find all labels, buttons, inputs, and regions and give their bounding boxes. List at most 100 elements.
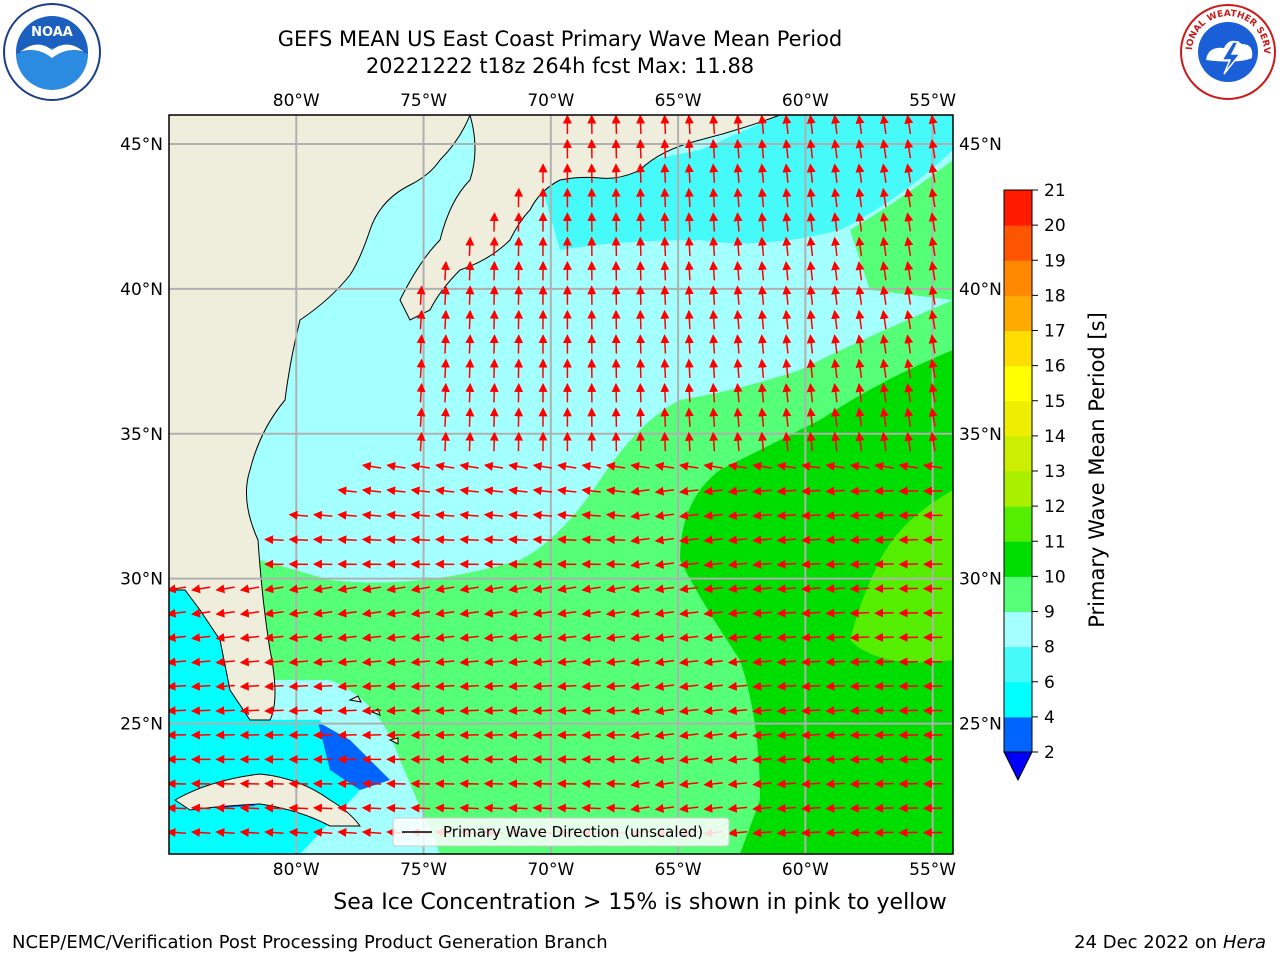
wave-direction-arrow bbox=[440, 260, 450, 281]
wave-direction-arrow bbox=[904, 358, 914, 379]
wave-direction-arrow bbox=[727, 828, 748, 838]
wave-direction-arrow bbox=[849, 461, 870, 471]
wave-direction-arrow bbox=[776, 803, 797, 813]
wave-direction-arrow bbox=[440, 334, 450, 354]
colorbar-tick-label: 8 bbox=[1044, 638, 1055, 658]
wave-direction-arrow bbox=[684, 138, 694, 159]
wave-direction-arrow bbox=[361, 608, 382, 618]
wave-direction-arrow bbox=[727, 608, 748, 618]
wave-direction-arrow bbox=[532, 486, 553, 496]
wave-direction-arrow bbox=[904, 261, 914, 281]
wave-direction-arrow bbox=[636, 407, 646, 427]
lat-tick-label-left: 30°N bbox=[120, 570, 163, 590]
wave-direction-arrow bbox=[752, 706, 772, 716]
wave-direction-arrow bbox=[849, 681, 870, 691]
wave-direction-arrow bbox=[440, 382, 450, 403]
wave-direction-arrow bbox=[532, 608, 553, 618]
wave-direction-arrow bbox=[654, 535, 675, 545]
wave-direction-arrow bbox=[215, 706, 235, 716]
wave-direction-arrow bbox=[337, 657, 357, 667]
wave-direction-arrow bbox=[483, 608, 504, 618]
wave-direction-arrow bbox=[654, 584, 675, 594]
wave-direction-arrow bbox=[879, 309, 889, 330]
wave-direction-arrow bbox=[733, 407, 743, 427]
wave-direction-arrow bbox=[435, 584, 455, 594]
wave-direction-arrow bbox=[806, 260, 816, 281]
wave-direction-arrow bbox=[776, 828, 797, 838]
wave-direction-arrow bbox=[879, 139, 889, 159]
wave-direction-arrow bbox=[757, 138, 767, 159]
wave-direction-arrow bbox=[386, 608, 406, 618]
colorbar-segment bbox=[1004, 435, 1032, 472]
wave-direction-arrow bbox=[703, 779, 723, 789]
wave-direction-arrow bbox=[630, 779, 650, 789]
wave-direction-arrow bbox=[733, 285, 743, 305]
wave-direction-arrow bbox=[855, 236, 865, 257]
wave-direction-arrow bbox=[660, 212, 670, 232]
wave-direction-arrow bbox=[904, 383, 914, 403]
wave-direction-arrow bbox=[654, 633, 675, 643]
wave-direction-arrow bbox=[879, 358, 889, 379]
wave-direction-arrow bbox=[465, 431, 475, 452]
wave-direction-arrow bbox=[239, 633, 260, 643]
wave-direction-arrow bbox=[169, 633, 187, 643]
wave-direction-arrow bbox=[386, 461, 406, 471]
wave-direction-arrow bbox=[636, 260, 646, 281]
wave-direction-arrow bbox=[508, 657, 528, 667]
wave-direction-arrow bbox=[169, 706, 187, 716]
wave-direction-arrow bbox=[483, 681, 504, 691]
wave-direction-arrow bbox=[654, 461, 675, 471]
wave-direction-arrow bbox=[879, 115, 889, 135]
wave-direction-arrow bbox=[508, 681, 528, 691]
wave-direction-arrow bbox=[410, 461, 431, 471]
wave-direction-arrow bbox=[874, 706, 894, 716]
wave-direction-arrow bbox=[630, 657, 650, 667]
wave-direction-arrow bbox=[288, 803, 309, 813]
colorbar: 2 4 6 8 9 10 11 12 13 14 15 16 17 18 19 20 21 bbox=[1003, 181, 1066, 782]
wave-direction-arrow bbox=[757, 115, 767, 135]
wave-direction-arrow bbox=[410, 608, 431, 618]
wave-direction-arrow bbox=[825, 535, 845, 545]
wave-direction-arrow bbox=[660, 334, 670, 354]
wave-direction-arrow bbox=[636, 285, 646, 305]
wave-direction-arrow bbox=[849, 706, 870, 716]
wave-direction-arrow bbox=[825, 510, 845, 520]
sea-ice-note: Sea Ice Concentration > 15% is shown in … bbox=[333, 890, 947, 915]
wave-direction-arrow bbox=[806, 431, 816, 452]
colorbar-tick-label: 4 bbox=[1044, 708, 1055, 728]
wave-direction-arrow bbox=[264, 633, 284, 643]
wave-direction-arrow bbox=[386, 657, 406, 667]
wave-direction-arrow bbox=[636, 163, 646, 183]
wave-direction-arrow bbox=[874, 681, 894, 691]
wave-direction-arrow bbox=[752, 486, 772, 496]
wave-direction-arrow bbox=[874, 779, 894, 789]
wave-direction-arrow bbox=[636, 309, 646, 330]
wave-direction-arrow bbox=[874, 657, 894, 667]
wave-direction-arrow bbox=[239, 584, 260, 594]
wave-direction-arrow bbox=[923, 461, 943, 471]
wave-direction-arrow bbox=[855, 334, 865, 354]
wave-direction-arrow bbox=[733, 260, 743, 281]
wave-direction-arrow bbox=[678, 803, 699, 813]
wave-direction-arrow bbox=[581, 633, 601, 643]
wave-direction-arrow bbox=[874, 461, 894, 471]
wave-direction-arrow bbox=[605, 681, 626, 691]
wave-direction-arrow bbox=[831, 236, 841, 257]
wave-direction-arrow bbox=[684, 187, 694, 208]
wave-direction-arrow bbox=[684, 115, 694, 135]
wave-direction-arrow bbox=[782, 285, 792, 305]
wave-direction-arrow bbox=[928, 163, 938, 183]
wave-direction-arrow bbox=[825, 461, 845, 471]
wave-direction-arrow bbox=[556, 510, 577, 520]
wave-direction-arrow bbox=[361, 535, 382, 545]
wave-direction-arrow bbox=[169, 608, 187, 618]
wave-direction-arrow bbox=[556, 657, 577, 667]
wave-direction-arrow bbox=[703, 681, 723, 691]
wave-direction-arrow bbox=[312, 681, 333, 691]
wave-direction-arrow bbox=[636, 212, 646, 232]
wave-direction-arrow bbox=[849, 828, 870, 838]
wave-direction-arrow bbox=[874, 608, 894, 618]
wave-direction-arrow bbox=[776, 584, 797, 594]
wave-direction-arrow bbox=[489, 285, 499, 305]
colorbar-tick-label: 13 bbox=[1044, 462, 1066, 482]
